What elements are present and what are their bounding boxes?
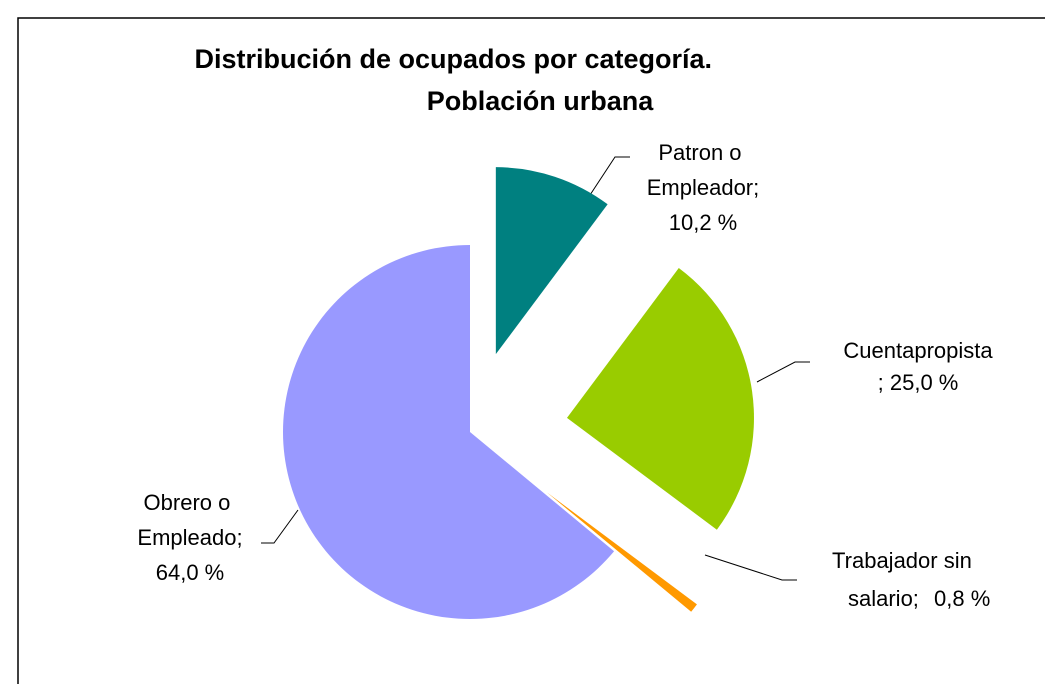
pie-slice bbox=[566, 267, 754, 530]
data-label-value: ; 25,0 % bbox=[878, 370, 959, 395]
leader-line bbox=[589, 156, 630, 196]
leader-line bbox=[704, 554, 797, 581]
data-label-name: Patron o Empleador; bbox=[647, 140, 760, 200]
data-label-value: 0,8 % bbox=[934, 586, 990, 611]
chart-title: Distribución de ocupados por categoría. … bbox=[194, 44, 719, 116]
data-label-name: Cuentapropista bbox=[843, 338, 993, 363]
leader-line bbox=[261, 509, 299, 544]
pie-slice bbox=[547, 492, 697, 612]
data-label-value: 10,2 % bbox=[669, 210, 738, 235]
data-label-value: 64,0 % bbox=[156, 560, 225, 585]
pie-slice bbox=[283, 244, 615, 619]
data-label-name: Obrero o Empleado; bbox=[137, 490, 242, 550]
pie-slice bbox=[495, 167, 608, 355]
leader-line bbox=[756, 361, 810, 383]
data-label-name: Trabajador sin salario; bbox=[832, 548, 978, 611]
